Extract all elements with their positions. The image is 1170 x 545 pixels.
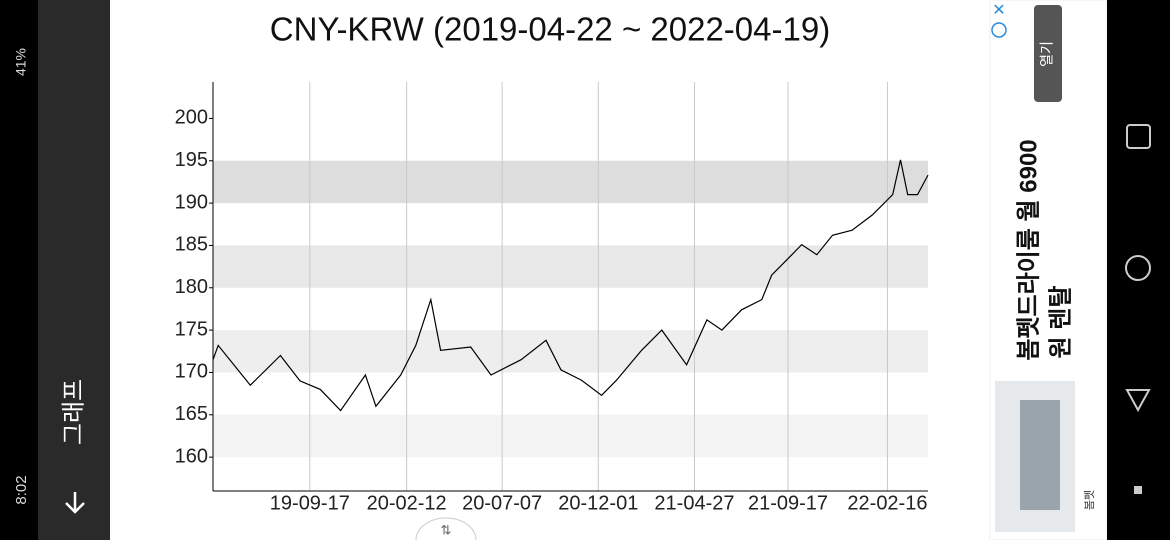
ad-headline: 원 렌탈	[1047, 286, 1074, 359]
back-arrow[interactable]	[65, 492, 85, 514]
y-tick-label: 175	[175, 318, 208, 340]
ad-image-product	[1020, 400, 1060, 510]
x-tick-label: 20-02-12	[367, 492, 447, 514]
y-tick-label: 170	[175, 361, 208, 383]
band	[213, 245, 928, 288]
band	[213, 330, 928, 373]
nav-bar	[1107, 0, 1170, 540]
status-battery: 41%	[13, 48, 29, 76]
y-tick-label: 180	[175, 276, 208, 298]
nav-home[interactable]	[1125, 255, 1151, 281]
ad-button-label: 열기	[1039, 41, 1055, 67]
y-tick-label: 195	[175, 149, 208, 171]
band	[213, 160, 928, 204]
handle[interactable]	[415, 517, 477, 541]
band	[213, 414, 928, 458]
ad-button[interactable]	[1034, 5, 1062, 102]
ad-headline: 봄펫드라이룸 월 6900	[1015, 139, 1042, 360]
y-tick-label: 160	[175, 445, 208, 467]
nav-dot	[1134, 486, 1142, 494]
app-title: 그래프	[60, 379, 87, 445]
y-tick-label: 165	[175, 403, 208, 425]
y-tick-label: 190	[175, 191, 208, 213]
y-tick-label: 185	[175, 234, 208, 256]
y-tick-label: 200	[175, 107, 208, 129]
status-time: 8:02	[13, 475, 30, 504]
x-tick-label: 21-04-27	[654, 492, 734, 514]
x-tick-label: 20-07-07	[462, 492, 542, 514]
nav-recents[interactable]	[1126, 124, 1151, 149]
status-bar	[0, 0, 38, 540]
x-tick-label: 22-02-16	[847, 492, 927, 514]
ad-close[interactable]: ✕	[992, 2, 1005, 19]
plot: 160 165 170 175 180 185 190 195 200 19-09-17 20-02…	[175, 82, 929, 514]
x-tick-label: 20-12-01	[558, 492, 638, 514]
ad-info[interactable]	[991, 22, 1007, 38]
handle-icon: ⇅	[441, 522, 452, 537]
price-line	[212, 159, 929, 412]
app-bar	[38, 0, 110, 540]
ad-brand: 봄펫	[1083, 490, 1096, 510]
nav-back[interactable]	[1125, 389, 1151, 413]
x-tick-label: 21-09-17	[748, 492, 828, 514]
x-tick-label: 19-09-17	[270, 492, 350, 514]
chart-title: CNY-KRW (2019-04-22 ~ 2022-04-19)	[270, 11, 830, 48]
